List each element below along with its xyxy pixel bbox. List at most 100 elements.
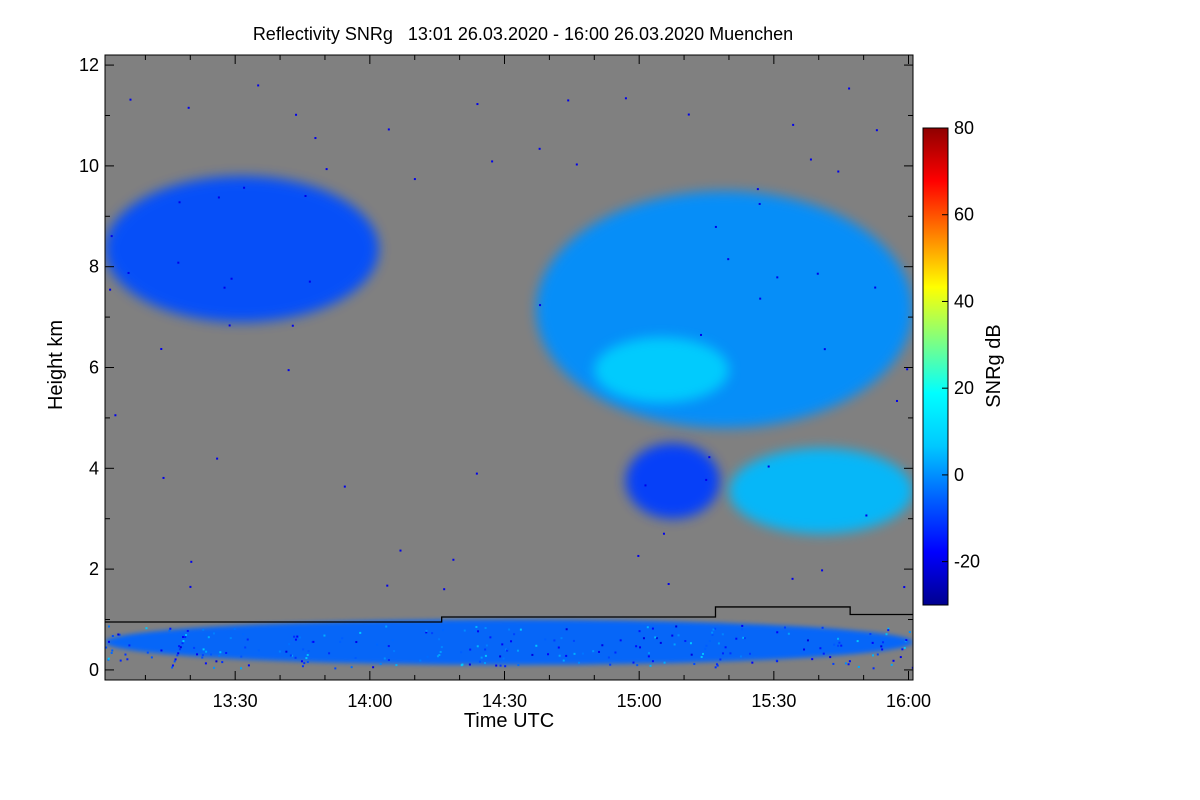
clutter-speckle	[425, 631, 428, 634]
clutter-speckle	[110, 651, 113, 654]
clutter-speckle	[832, 662, 835, 665]
clutter-speckle	[291, 654, 294, 657]
clutter-speckle	[517, 664, 520, 667]
clutter-speckle	[306, 654, 309, 657]
noise-speckle	[705, 478, 708, 481]
noise-speckle	[399, 549, 402, 552]
clutter-speckle	[289, 654, 292, 657]
x-tick-label: 15:30	[751, 691, 796, 711]
clutter-speckle	[294, 638, 297, 641]
clutter-speckle	[385, 625, 388, 628]
clutter-speckle	[544, 638, 547, 641]
noise-speckle	[443, 588, 446, 591]
clutter-speckle	[257, 649, 260, 652]
clutter-speckle	[126, 658, 129, 661]
echo-core-high-snr	[594, 337, 729, 403]
clutter-speckle	[107, 658, 110, 661]
clutter-speckle	[105, 646, 108, 649]
clutter-speckle	[419, 659, 422, 662]
noise-speckle	[875, 129, 878, 132]
clutter-speckle	[477, 630, 480, 633]
noise-speckle	[314, 137, 317, 140]
clutter-speckle	[635, 645, 638, 648]
clutter-speckle	[296, 635, 299, 638]
clutter-speckle	[844, 662, 847, 665]
clutter-speckle	[654, 636, 657, 639]
clutter-speckle	[160, 649, 163, 652]
clutter-speckle	[484, 648, 487, 651]
clutter-speckle	[146, 651, 149, 654]
noise-speckle	[874, 286, 877, 289]
clutter-speckle	[383, 657, 386, 660]
clutter-speckle	[355, 641, 358, 644]
clutter-speckle	[207, 636, 210, 639]
clutter-speckle	[908, 631, 911, 634]
clutter-speckle	[107, 640, 110, 643]
clutter-speckle	[438, 638, 441, 641]
clutter-speckle	[184, 636, 187, 639]
colorbar: -20 0 20 40 60 80 SNRg dB	[922, 118, 1005, 606]
clutter-speckle	[903, 646, 906, 649]
clutter-speckle	[598, 650, 601, 653]
clutter-speckle	[294, 656, 297, 659]
clutter-speckle	[372, 666, 375, 669]
clutter-speckle	[811, 658, 814, 661]
clutter-speckle	[557, 646, 560, 649]
clutter-speckle	[306, 661, 309, 664]
noise-speckle	[791, 577, 794, 580]
clutter-speckle	[693, 662, 696, 665]
echo-upper-cloud-right	[535, 191, 913, 428]
clutter-speckle	[176, 654, 179, 657]
clutter-speckle	[169, 627, 172, 630]
noise-speckle	[837, 170, 840, 173]
clutter-speckle	[185, 634, 188, 637]
clutter-speckle	[379, 662, 382, 665]
clutter-speckle	[651, 627, 654, 630]
noise-speckle	[644, 484, 647, 487]
x-tick-label: 16:00	[886, 691, 931, 711]
clutter-speckle	[651, 660, 654, 663]
clutter-speckle	[882, 641, 885, 644]
clutter-speckle	[478, 660, 481, 663]
clutter-speckle	[639, 646, 642, 649]
clutter-speckle	[328, 652, 331, 655]
clutter-speckle	[735, 637, 738, 640]
clutter-speckle	[547, 653, 550, 656]
clutter-speckle	[201, 654, 204, 657]
clutter-speckle	[677, 634, 680, 637]
clutter-speckle	[229, 637, 232, 640]
noise-speckle	[637, 554, 640, 557]
clutter-speckle	[179, 646, 182, 649]
clutter-speckle	[833, 643, 836, 646]
colorbar-tick-label: 40	[954, 291, 974, 311]
noise-speckle	[223, 286, 226, 289]
noise-speckle	[687, 113, 690, 116]
clutter-speckle	[181, 642, 184, 645]
clutter-speckle	[117, 633, 120, 636]
clutter-speckle	[880, 645, 883, 648]
clutter-speckle	[202, 628, 205, 631]
colorbar-gradient	[922, 127, 949, 606]
clutter-speckle	[174, 658, 177, 661]
clutter-speckle	[215, 660, 218, 663]
colorbar-tick-label: 0	[954, 465, 964, 485]
clutter-speckle	[701, 652, 704, 655]
clutter-speckle	[278, 650, 281, 653]
clutter-speckle	[376, 643, 379, 646]
noise-speckle	[816, 272, 819, 275]
noise-speckle	[714, 225, 717, 228]
clutter-speckle	[562, 659, 565, 662]
noise-speckle	[110, 235, 113, 238]
clutter-speckle	[111, 634, 114, 637]
noise-speckle	[475, 472, 478, 475]
clutter-speckle	[107, 657, 110, 660]
clutter-speckle	[510, 640, 513, 643]
clutter-speckle	[578, 661, 581, 664]
y-axis: 0 2 4 6 8 10 12	[79, 55, 913, 680]
clutter-speckle	[565, 654, 568, 657]
noise-speckle	[476, 103, 479, 106]
clutter-speckle	[303, 662, 306, 665]
clutter-speckle	[647, 652, 650, 655]
clutter-speckle	[689, 642, 692, 645]
clutter-speckle	[837, 637, 840, 640]
